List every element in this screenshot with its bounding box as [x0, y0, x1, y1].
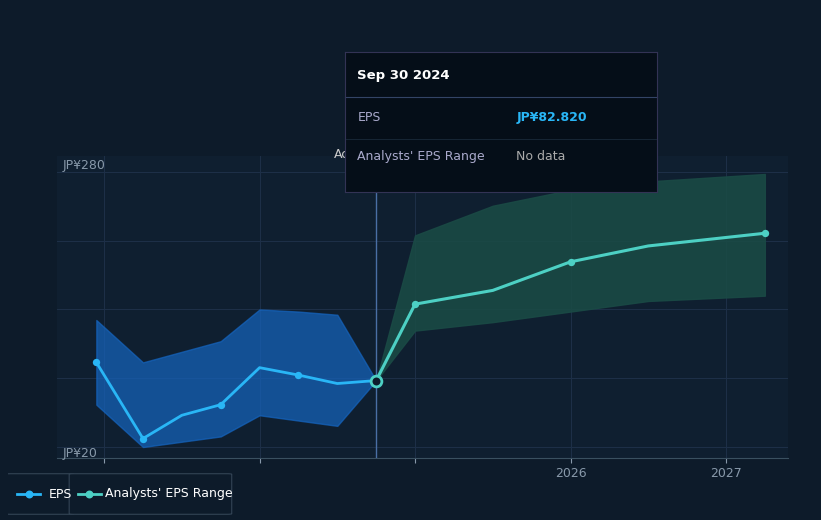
- Point: [409, 300, 422, 308]
- Text: JP¥280: JP¥280: [62, 159, 105, 172]
- Point: [214, 400, 227, 409]
- Point: [89, 358, 103, 367]
- Point: [83, 490, 96, 498]
- Text: Actual: Actual: [334, 148, 373, 161]
- Point: [292, 371, 305, 379]
- Text: Analysts' EPS Range: Analysts' EPS Range: [357, 150, 485, 163]
- Text: JP¥82.820: JP¥82.820: [516, 111, 587, 124]
- Text: Analysts Forecasts: Analysts Forecasts: [384, 148, 500, 161]
- Text: No data: No data: [516, 150, 566, 163]
- Point: [759, 229, 772, 238]
- Point: [369, 376, 383, 385]
- Point: [22, 490, 35, 498]
- Text: EPS: EPS: [49, 488, 72, 500]
- Text: EPS: EPS: [357, 111, 381, 124]
- FancyBboxPatch shape: [69, 474, 232, 514]
- FancyBboxPatch shape: [6, 474, 74, 514]
- Text: Sep 30 2024: Sep 30 2024: [357, 69, 450, 82]
- Text: Analysts' EPS Range: Analysts' EPS Range: [105, 488, 233, 500]
- Point: [136, 434, 149, 443]
- Text: JP¥20: JP¥20: [62, 447, 97, 460]
- Point: [564, 258, 577, 266]
